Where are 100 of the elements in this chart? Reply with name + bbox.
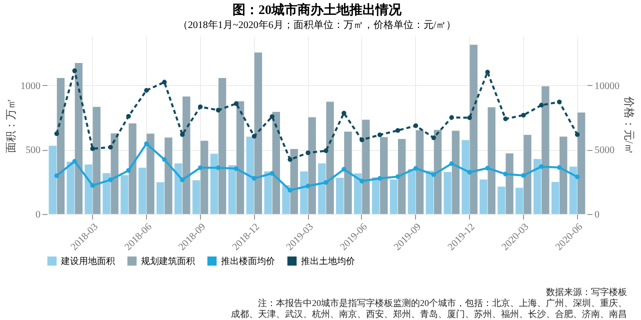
bar: [462, 140, 470, 214]
bar: [48, 146, 56, 214]
point: [306, 150, 310, 156]
point: [503, 116, 508, 122]
bar: [444, 172, 452, 214]
point: [395, 174, 400, 179]
bar: [290, 148, 298, 214]
y2-axis-title: 价格：元/㎡: [622, 95, 634, 155]
point: [108, 177, 113, 182]
bar: [434, 130, 442, 214]
point: [449, 161, 454, 166]
point: [557, 165, 562, 170]
y2-tick-label: 10000: [594, 80, 620, 92]
point: [252, 176, 257, 181]
chart-title: 图：20城市商办土地推出情况: [232, 2, 402, 17]
bar: [264, 171, 272, 214]
point: [324, 180, 328, 185]
point: [360, 178, 364, 184]
bar: [578, 112, 586, 214]
y2-tick-label: 0: [594, 210, 600, 220]
point: [342, 110, 346, 116]
bar: [102, 173, 110, 214]
bar: [426, 170, 434, 214]
bar: [362, 120, 370, 214]
point: [377, 132, 382, 138]
bar: [344, 132, 352, 214]
point: [395, 128, 400, 133]
point: [377, 176, 382, 181]
point: [72, 158, 77, 164]
bar: [416, 130, 424, 214]
point: [288, 157, 292, 162]
bar: [210, 154, 218, 214]
bar: [56, 78, 65, 214]
bar: [138, 168, 146, 214]
point: [216, 108, 221, 112]
y-tick-label: 0: [36, 210, 40, 220]
point: [539, 164, 544, 169]
bar: [110, 133, 118, 214]
text: 注：本报告中20城市是指写字楼板监测的20个城市，包括：北京、上海、广州、深圳、重庆、: [257, 298, 627, 309]
point: [252, 134, 257, 139]
bar: [146, 134, 154, 214]
bar: [182, 96, 190, 214]
point: [467, 170, 472, 175]
bar: [516, 188, 524, 214]
bar: [66, 162, 74, 214]
point: [54, 131, 60, 136]
point: [539, 102, 544, 108]
bar: [236, 101, 244, 214]
point: [144, 141, 149, 146]
bar: [380, 137, 388, 214]
point: [108, 144, 113, 150]
bar: [192, 180, 200, 214]
y-axis-title: 面积：万㎡: [6, 98, 18, 153]
bar: [480, 180, 488, 214]
bar: [488, 107, 496, 214]
bar: [498, 186, 506, 214]
legend-label: 建设用地面积: [60, 256, 115, 266]
bar: [254, 52, 262, 214]
point: [54, 173, 60, 178]
point: [485, 166, 490, 170]
bar: [470, 44, 478, 214]
y-tick-label: 1000: [20, 80, 40, 92]
y2-tick-label: 5000: [594, 145, 614, 156]
bar: [200, 140, 208, 214]
point: [288, 188, 292, 193]
bar: [569, 166, 578, 214]
bar: [336, 178, 344, 214]
point: [72, 68, 77, 74]
bar: [560, 136, 568, 214]
bar: [74, 62, 83, 214]
point: [198, 165, 203, 170]
point: [90, 146, 95, 152]
point: [162, 80, 167, 84]
bar: [156, 182, 164, 214]
bar: [218, 78, 226, 214]
point: [126, 168, 131, 173]
bar: [398, 138, 406, 214]
bar: [120, 175, 128, 214]
point: [557, 100, 562, 104]
point: [180, 177, 185, 182]
legend-label: 推出楼面均价: [221, 256, 275, 266]
bar: [408, 169, 416, 214]
bar: [506, 153, 514, 214]
bar: [300, 171, 308, 214]
point: [360, 138, 364, 142]
bar: [542, 86, 550, 214]
point: [144, 88, 149, 93]
source-note: 数据来源：写字楼板: [545, 287, 627, 298]
bar: [272, 112, 280, 214]
bar: [318, 163, 326, 214]
bar: [92, 106, 100, 214]
legend-label: 推出土地均价: [301, 256, 355, 266]
legend-label: 规划建筑面积: [141, 256, 195, 266]
bar: [228, 165, 236, 214]
bar: [174, 163, 182, 214]
y-tick-label: 500: [26, 145, 40, 156]
bar: [372, 177, 380, 214]
point: [521, 173, 526, 178]
point: [234, 101, 239, 106]
point: [467, 115, 472, 120]
